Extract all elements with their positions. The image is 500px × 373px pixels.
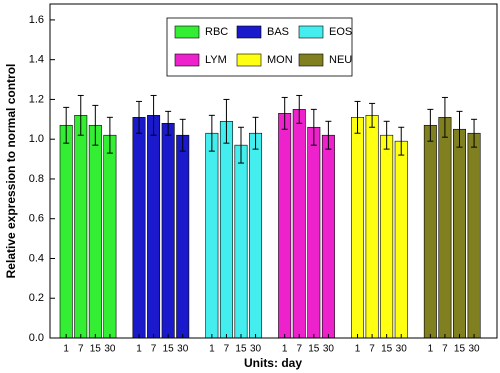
x-tick-label: 15 (163, 344, 175, 355)
error-bar (369, 102, 376, 128)
error-bar (136, 100, 143, 134)
error-bar (383, 120, 390, 150)
x-tick-label: 7 (296, 344, 302, 355)
bar (161, 122, 175, 339)
error-bar (237, 126, 244, 164)
error-bar (441, 96, 448, 138)
bar (59, 124, 73, 339)
x-tick-label: 1 (428, 344, 434, 355)
error-bar (281, 96, 288, 130)
bar (351, 117, 365, 339)
legend-swatch (236, 53, 262, 67)
x-tick-label: 15 (308, 344, 320, 355)
bar (307, 126, 321, 339)
y-tick-label: 1.6 (29, 14, 44, 26)
error-bar (296, 94, 303, 124)
error-bar (427, 108, 434, 142)
y-axis-label: Relative expression to normal control (4, 64, 18, 279)
x-tick-label: 1 (209, 344, 215, 355)
bar (219, 120, 233, 339)
error-bar (310, 108, 317, 146)
bar (249, 132, 263, 339)
error-bar (354, 100, 361, 134)
error-bar (398, 126, 405, 156)
bar (132, 117, 146, 339)
x-tick-label: 30 (323, 344, 335, 355)
y-tick-label: 0.8 (29, 173, 44, 185)
y-tick-label: 1.0 (29, 133, 44, 145)
x-tick-label: 7 (442, 344, 448, 355)
x-tick-label: 1 (355, 344, 361, 355)
x-tick-label: 30 (177, 344, 189, 355)
x-tick-label: 15 (454, 344, 466, 355)
bar (234, 144, 248, 339)
y-tick-label: 0.2 (29, 292, 44, 304)
legend-label: NEU (329, 54, 352, 66)
x-tick-label: 15 (381, 344, 393, 355)
error-bar (179, 118, 186, 152)
x-tick-label: 1 (63, 344, 69, 355)
x-tick-label: 30 (250, 344, 262, 355)
legend-swatch (174, 25, 200, 39)
x-tick-label: 15 (235, 344, 247, 355)
error-bar (92, 104, 99, 146)
legend-swatch (236, 25, 262, 39)
legend-label: LYM (205, 54, 227, 66)
error-bar (208, 114, 215, 152)
y-tick-label: 0.0 (29, 332, 44, 344)
x-tick-label: 15 (90, 344, 102, 355)
bar (467, 132, 481, 339)
bar (452, 128, 466, 339)
bar (292, 109, 306, 339)
x-tick-label: 30 (396, 344, 408, 355)
x-tick-label: 7 (224, 344, 230, 355)
y-tick-label: 0.6 (29, 213, 44, 225)
legend-label: MON (267, 54, 293, 66)
error-bar (106, 116, 113, 154)
bar (176, 134, 190, 339)
bar (423, 124, 437, 339)
error-bar (77, 94, 84, 136)
legend-label: EOS (329, 26, 352, 38)
y-tick-label: 1.4 (29, 54, 44, 66)
x-tick-label: 30 (104, 344, 116, 355)
bar (394, 140, 408, 339)
bar (321, 134, 335, 339)
x-axis-label: Units: day (244, 356, 302, 370)
x-tick-label: 1 (136, 344, 142, 355)
x-tick-label: 1 (282, 344, 288, 355)
x-tick-label: 7 (78, 344, 84, 355)
error-bar (63, 106, 70, 144)
bar (380, 134, 394, 339)
error-bar (252, 116, 259, 150)
error-bar (471, 118, 478, 148)
x-tick-label: 7 (369, 344, 375, 355)
legend-label: BAS (267, 26, 289, 38)
error-bar (223, 98, 230, 144)
bar (438, 117, 452, 339)
legend-label: RBC (205, 26, 228, 38)
error-bar (165, 110, 172, 136)
y-tick-label: 1.2 (29, 93, 44, 105)
bar (365, 115, 379, 339)
bar (205, 132, 219, 339)
legend-swatch (298, 53, 324, 67)
bar (278, 113, 292, 339)
bar (103, 134, 117, 339)
bar (147, 115, 161, 339)
legend-swatch (298, 25, 324, 39)
plot-frame (49, 3, 498, 339)
error-bar (150, 94, 157, 136)
y-tick-label: 0.4 (29, 252, 44, 264)
bar (74, 115, 88, 339)
bar (88, 124, 102, 339)
legend-swatch (174, 53, 200, 67)
error-bar (456, 110, 463, 148)
error-bar (325, 120, 332, 150)
x-tick-label: 30 (468, 344, 480, 355)
x-tick-label: 7 (151, 344, 157, 355)
